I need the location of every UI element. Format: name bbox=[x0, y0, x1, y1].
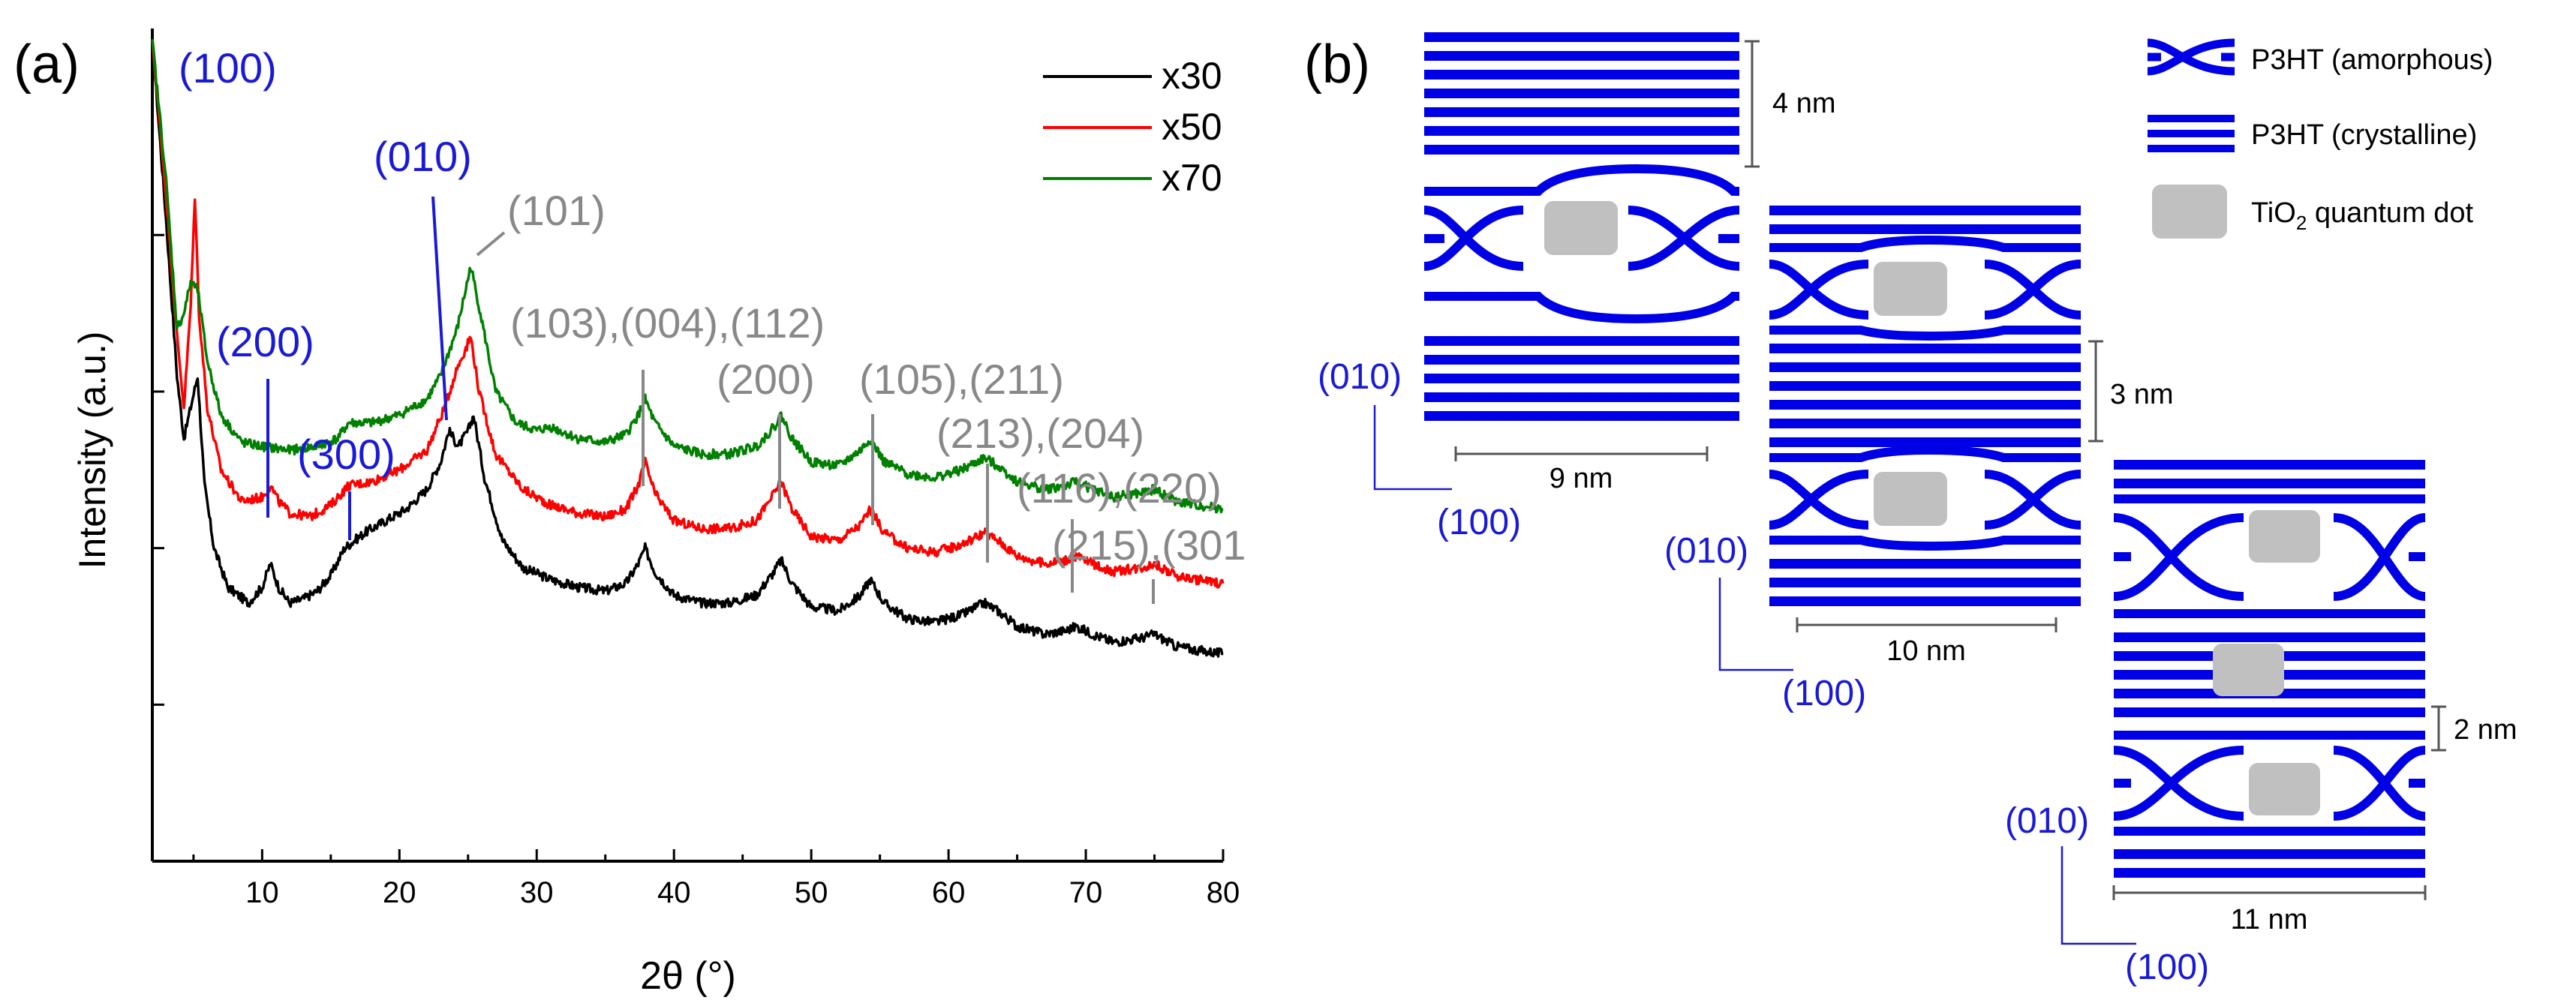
x-tick-label-30: 30 bbox=[520, 876, 554, 909]
axis-label-100-1: (100) bbox=[1437, 503, 1521, 542]
dim-label-10nm: 10 nm bbox=[1886, 635, 1966, 667]
annotation-116-220: (116),(220) bbox=[1017, 464, 1222, 512]
quantum-dot-3c bbox=[2213, 644, 2284, 696]
amorphous-swatch-icon bbox=[2147, 38, 2235, 76]
structure-11nm: 2 nm 11 nm (010) (100) bbox=[2005, 460, 2517, 987]
amorphous-region-3b bbox=[2113, 731, 2426, 836]
x-tick-label-80: 80 bbox=[1207, 876, 1240, 909]
legend-crystalline: P3HT (crystalline) bbox=[2251, 119, 2477, 151]
dim-label-11nm: 11 nm bbox=[2231, 904, 2308, 935]
peak-annotations: (100) (200) (300) (010) (101) (103),(004… bbox=[179, 44, 1246, 604]
annotation-010: (010) bbox=[374, 133, 472, 180]
panel-a-label: (a) bbox=[14, 35, 80, 95]
annotation-213-204: (213),(204) bbox=[936, 410, 1144, 457]
annotation-100: (100) bbox=[179, 44, 277, 92]
axis-label-010-1: (010) bbox=[1318, 357, 1402, 397]
x-axis-ticks: 10 20 30 40 50 60 70 80 bbox=[192, 849, 1240, 909]
legend-quantum-dot: TiO2 quantum dot bbox=[2251, 197, 2474, 234]
quantum-dot-2a bbox=[1874, 262, 1947, 316]
series-line-x70 bbox=[151, 39, 1224, 514]
panel-b-label: (b) bbox=[1304, 35, 1370, 95]
dim-label-3nm: 3 nm bbox=[2110, 379, 2173, 410]
quantum-dot-3b bbox=[2249, 763, 2320, 815]
dim-label-2nm: 2 nm bbox=[2454, 714, 2517, 746]
axis-indicator-2 bbox=[1718, 578, 1793, 671]
dim-label-4nm: 4 nm bbox=[1772, 88, 1835, 119]
axis-indicator-1 bbox=[1373, 405, 1452, 491]
quantum-dot-swatch-icon bbox=[2152, 185, 2227, 239]
annotation-215-301: (215),(301 bbox=[1052, 521, 1246, 569]
quantum-dot-1 bbox=[1544, 201, 1618, 255]
schematic-legend: P3HT (amorphous) P3HT (crystalline) TiO2… bbox=[2147, 38, 2493, 239]
series-lines bbox=[151, 39, 1225, 658]
axis-indicator-3 bbox=[2060, 846, 2136, 945]
amorphous-region-2a bbox=[1769, 235, 2082, 341]
amorphous-region-1 bbox=[1423, 164, 1740, 324]
legend-label-x50: x50 bbox=[1162, 106, 1222, 148]
legend-amorphous: P3HT (amorphous) bbox=[2251, 44, 2493, 76]
x-tick-label-10: 10 bbox=[245, 876, 279, 909]
structure-9nm: 4 nm 9 nm (010) (100) bbox=[1318, 32, 1835, 542]
annotation-leader-010 bbox=[431, 196, 448, 421]
x-tick-label-70: 70 bbox=[1069, 876, 1103, 909]
y-axis-ticks bbox=[152, 233, 164, 706]
annotation-200: (200) bbox=[216, 318, 314, 365]
crystalline-swatch-icon bbox=[2148, 115, 2235, 152]
y-axis-label: Intensity (a.u.) bbox=[71, 332, 113, 569]
legend-label-x70: x70 bbox=[1162, 157, 1222, 199]
x-tick-label-60: 60 bbox=[932, 876, 966, 909]
panel-b-schematic: (b) P3HT (amorphous) P3HT (crystalline) … bbox=[1304, 32, 2517, 987]
quantum-dot-3a bbox=[2249, 510, 2320, 563]
quantum-dot-2b bbox=[1874, 472, 1947, 526]
structure-10nm: 3 nm 10 nm (010) (100) bbox=[1664, 206, 2173, 713]
x-tick-label-40: 40 bbox=[657, 876, 691, 909]
annotation-103-004-112: (103),(004),(112) bbox=[510, 299, 825, 347]
amorphous-region-3a bbox=[2113, 494, 2426, 618]
amorphous-region-2b bbox=[1769, 445, 2082, 551]
axis-label-100-2: (100) bbox=[1782, 674, 1866, 713]
series-line-x50 bbox=[151, 39, 1225, 589]
annotation-leader-101 bbox=[476, 231, 506, 257]
annotation-300: (300) bbox=[297, 431, 395, 478]
polymer-stack-2 bbox=[1769, 206, 2081, 606]
x-tick-label-20: 20 bbox=[383, 876, 416, 909]
polymer-stack-1 bbox=[1424, 32, 1739, 421]
annotation-200-gray: (200) bbox=[717, 356, 815, 403]
x-tick-label-50: 50 bbox=[795, 876, 828, 909]
panel-a-xrd-chart: (a) 10 20 30 40 50 60 70 80 Intensity (a.u.) 2θ… bbox=[14, 29, 1246, 998]
axis-label-010-2: (010) bbox=[1664, 531, 1748, 571]
series-line-x30 bbox=[151, 39, 1224, 658]
x-axis-label: 2θ (°) bbox=[640, 954, 736, 998]
legend-label-x30: x30 bbox=[1162, 55, 1222, 97]
polymer-stack-3 bbox=[2114, 460, 2425, 878]
axis-label-010-3: (010) bbox=[2005, 801, 2089, 841]
axis-label-100-3: (100) bbox=[2125, 947, 2209, 987]
annotation-105-211: (105),(211) bbox=[859, 356, 1064, 403]
dim-label-9nm: 9 nm bbox=[1550, 463, 1613, 494]
chart-legend: x30 x50 x70 bbox=[1043, 55, 1222, 199]
annotation-101: (101) bbox=[507, 187, 606, 234]
